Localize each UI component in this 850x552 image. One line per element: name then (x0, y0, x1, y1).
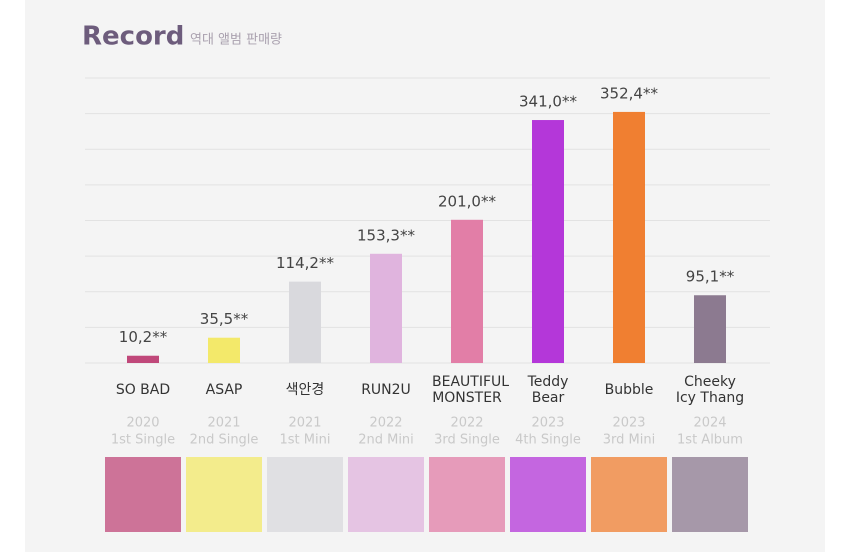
year-label: 2021 (288, 416, 321, 431)
category-text: Cheeky Icy Thang (675, 374, 745, 406)
chart-subtitle: 역대 앨범 판매량 (190, 33, 282, 48)
category-text: SO BAD (115, 382, 171, 398)
year-label: 2022 (450, 416, 483, 431)
album-cover (105, 457, 181, 532)
year-label: 2024 (693, 416, 726, 431)
value-label: 114,2** (276, 254, 334, 272)
category-label: BEAUTIFUL MONSTER (427, 374, 510, 406)
bar (289, 281, 321, 363)
edition-label: 2nd Single (190, 433, 259, 448)
year-label: 2021 (207, 416, 240, 431)
chart-title: Record (82, 22, 184, 52)
value-label: 35,5** (200, 310, 249, 328)
album-cover (510, 457, 586, 532)
bar (694, 295, 726, 363)
edition-label: 4th Single (515, 433, 581, 448)
year-label: 2023 (612, 416, 645, 431)
album-cover (186, 457, 262, 532)
category-text: 색안경 (285, 382, 325, 398)
category-label: ASAP (184, 382, 264, 398)
album-cover (348, 457, 424, 532)
category-label: SO BAD (103, 382, 183, 398)
value-label: 10,2** (119, 328, 168, 346)
value-label: 95,1** (686, 268, 735, 286)
category-label: Cheeky Icy Thang (670, 374, 750, 406)
year-label: 2020 (126, 416, 159, 431)
category-label: 색안경 (265, 382, 345, 398)
edition-label: 1st Single (111, 433, 175, 448)
edition-label: 1st Album (677, 433, 743, 448)
edition-label: 3rd Mini (603, 433, 655, 448)
album-cover (672, 457, 748, 532)
category-label: RUN2U (346, 382, 426, 398)
bar (613, 111, 645, 363)
bar (208, 337, 240, 363)
value-label: 153,3** (357, 226, 415, 244)
value-label: 201,0** (438, 192, 496, 210)
category-text: ASAP (205, 382, 243, 398)
category-text: RUN2U (361, 382, 411, 398)
category-text: BEAUTIFUL MONSTER (432, 374, 510, 406)
category-label: Bubble (589, 382, 669, 398)
edition-label: 1st Mini (280, 433, 331, 448)
bar (127, 355, 159, 363)
bar (370, 253, 402, 363)
album-cover (429, 457, 505, 532)
edition-label: 2nd Mini (358, 433, 414, 448)
bar (532, 120, 564, 363)
bar (451, 219, 483, 363)
category-label: Teddy Bear (508, 374, 588, 406)
album-cover (267, 457, 343, 532)
category-text: Bubble (604, 382, 654, 398)
year-label: 2022 (369, 416, 402, 431)
year-label: 2023 (531, 416, 564, 431)
value-label: 341,0** (519, 93, 577, 111)
album-cover (591, 457, 667, 532)
category-text: Teddy Bear (527, 374, 569, 406)
edition-label: 3rd Single (434, 433, 500, 448)
value-label: 352,4** (600, 84, 658, 102)
